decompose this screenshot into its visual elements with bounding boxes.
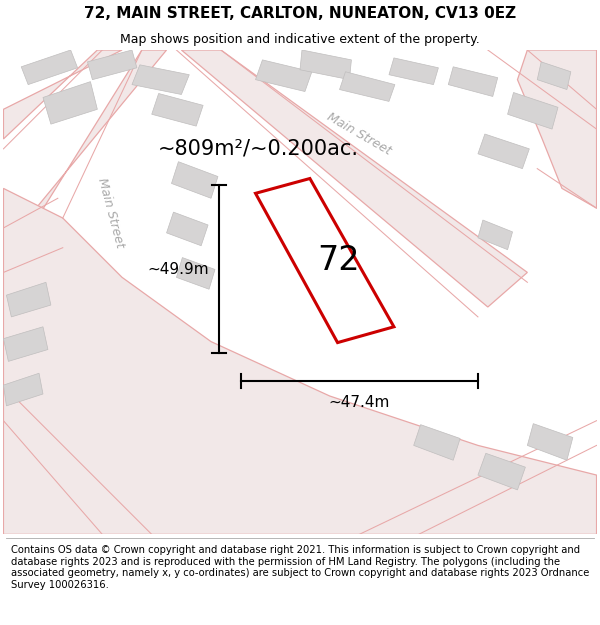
Polygon shape <box>4 188 596 534</box>
Polygon shape <box>537 62 571 89</box>
Polygon shape <box>413 424 460 460</box>
Polygon shape <box>132 65 189 94</box>
Polygon shape <box>389 58 439 84</box>
Polygon shape <box>448 67 498 96</box>
Text: Main Street: Main Street <box>325 111 394 158</box>
Polygon shape <box>508 92 558 129</box>
Polygon shape <box>181 50 527 307</box>
Text: Map shows position and indicative extent of the property.: Map shows position and indicative extent… <box>120 32 480 46</box>
Polygon shape <box>43 82 97 124</box>
Polygon shape <box>176 258 215 289</box>
Polygon shape <box>7 282 51 317</box>
Text: 72: 72 <box>318 244 361 277</box>
Polygon shape <box>152 94 203 126</box>
Polygon shape <box>172 162 218 198</box>
Polygon shape <box>517 50 596 208</box>
Polygon shape <box>88 50 137 79</box>
Polygon shape <box>340 72 395 101</box>
Polygon shape <box>478 220 512 249</box>
Polygon shape <box>4 50 122 139</box>
Polygon shape <box>167 212 208 246</box>
Polygon shape <box>300 50 352 79</box>
Polygon shape <box>256 60 312 91</box>
Text: ~809m²/~0.200ac.: ~809m²/~0.200ac. <box>158 139 359 159</box>
Polygon shape <box>256 179 394 342</box>
Text: ~49.9m: ~49.9m <box>148 262 209 277</box>
Polygon shape <box>4 50 167 272</box>
Text: Main Street: Main Street <box>95 177 126 249</box>
Polygon shape <box>4 327 48 361</box>
Polygon shape <box>527 424 573 460</box>
Text: 72, MAIN STREET, CARLTON, NUNEATON, CV13 0EZ: 72, MAIN STREET, CARLTON, NUNEATON, CV13… <box>84 6 516 21</box>
Polygon shape <box>4 373 43 406</box>
Polygon shape <box>478 134 529 169</box>
Polygon shape <box>478 453 526 490</box>
Polygon shape <box>21 50 77 84</box>
Text: Contains OS data © Crown copyright and database right 2021. This information is : Contains OS data © Crown copyright and d… <box>11 545 589 590</box>
Text: ~47.4m: ~47.4m <box>329 395 390 410</box>
